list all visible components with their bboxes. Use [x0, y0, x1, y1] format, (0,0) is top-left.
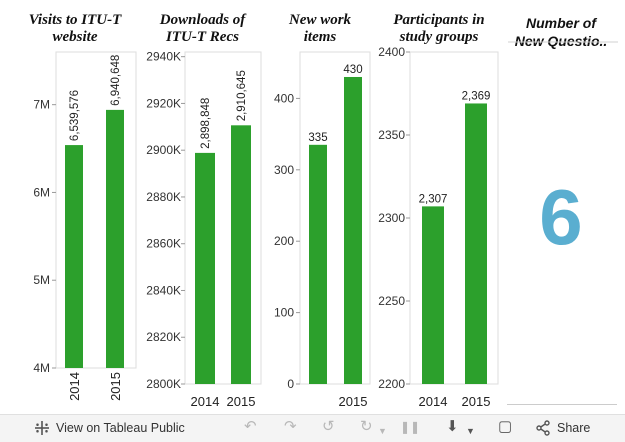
chart-title-work-items: New work items: [288, 12, 352, 45]
value-label: 2,307: [419, 193, 448, 205]
y-tick-label: 6M: [33, 185, 50, 199]
y-tick-label: 200: [274, 234, 294, 248]
y-tick-label: 100: [274, 306, 294, 320]
download-icon[interactable]: ⬇: [446, 418, 459, 435]
bar[interactable]: [195, 152, 215, 384]
y-tick-label: 2820K: [146, 330, 181, 344]
kpi-value: 6: [539, 173, 583, 261]
y-tick-label: 2840K: [146, 283, 181, 297]
y-tick-label: 2860K: [146, 237, 181, 251]
bar[interactable]: [344, 76, 362, 384]
refresh-icon[interactable]: ↻: [360, 418, 373, 435]
panel-frame: [299, 51, 371, 385]
revert-icon[interactable]: ↺: [322, 418, 335, 435]
bar[interactable]: [106, 109, 124, 368]
chart-title-participants: Participants in study groups: [393, 12, 485, 45]
share-icon: [536, 420, 550, 436]
chart-title-downloads: Downloads of ITU-T Recs: [159, 12, 246, 45]
dashboard-charts: 4M 5M 6M 7M 6,539,576 2014 6,940,648 2015 2800K 2…: [33, 41, 618, 409]
y-tick-label: 4M: [33, 361, 50, 375]
category-label: 2014: [191, 394, 220, 409]
pause-icon[interactable]: ❚❚: [400, 420, 421, 434]
chart-title-visits: Visits to ITU-T website: [28, 12, 122, 45]
y-tick-label: 2200: [378, 377, 405, 391]
value-label: 430: [343, 64, 362, 76]
value-label: 2,910,645: [236, 70, 248, 121]
category-label: 2014: [67, 372, 82, 401]
category-label: 2015: [108, 372, 123, 401]
y-tick-label: 2900K: [146, 143, 181, 157]
y-tick-label: 400: [274, 91, 294, 105]
y-tick-label: 300: [274, 163, 294, 177]
tableau-logo-icon: [35, 421, 49, 435]
y-tick-label: 2350: [378, 128, 405, 142]
bar[interactable]: [231, 125, 251, 385]
view-on-tableau-label: View on Tableau Public: [56, 421, 185, 435]
kpi-title: Number of New Questio..: [514, 15, 608, 49]
y-tick-label: 2250: [378, 294, 405, 308]
share-button[interactable]: Share: [535, 420, 590, 436]
y-tick-label: 2800K: [146, 377, 181, 391]
undo-icon[interactable]: ↶: [244, 418, 257, 435]
value-label: 2,369: [462, 90, 491, 102]
value-label: 6,940,648: [110, 55, 122, 106]
view-on-tableau-link[interactable]: View on Tableau Public: [34, 420, 185, 436]
bar[interactable]: [65, 145, 83, 368]
bar[interactable]: [465, 103, 487, 385]
category-label: 2015: [462, 394, 491, 409]
bar[interactable]: [309, 144, 327, 384]
value-label: 335: [308, 132, 327, 144]
y-tick-label: 2880K: [146, 190, 181, 204]
y-tick-label: 2920K: [146, 96, 181, 110]
share-label: Share: [557, 421, 591, 435]
y-tick-label: 5M: [33, 273, 50, 287]
value-label: 2,898,848: [200, 98, 212, 149]
y-tick-label: 2300: [378, 211, 405, 225]
panel-frame: [184, 51, 262, 385]
y-tick-label: 2940K: [146, 50, 181, 64]
panel-frame: [55, 51, 137, 369]
redo-icon[interactable]: ↷: [284, 418, 297, 435]
y-tick-label: 0: [287, 377, 294, 391]
category-label: 2014: [419, 394, 448, 409]
category-label: 2015: [339, 394, 368, 409]
kpi-bottom-divider: [507, 404, 617, 405]
fullscreen-icon[interactable]: ▢: [498, 418, 513, 435]
bar[interactable]: [422, 206, 444, 384]
y-tick-label: 2400: [378, 45, 405, 59]
download-dropdown-icon[interactable]: ▼: [466, 426, 475, 436]
tableau-toolbar: View on Tableau Public ↶ ↷ ↺ ↻ ▼ ❚❚ ⬇ ▼ …: [0, 414, 625, 442]
category-label: 2015: [227, 394, 256, 409]
y-tick-label: 7M: [33, 98, 50, 112]
value-label: 6,539,576: [69, 90, 81, 141]
refresh-dropdown-icon[interactable]: ▼: [378, 426, 387, 436]
